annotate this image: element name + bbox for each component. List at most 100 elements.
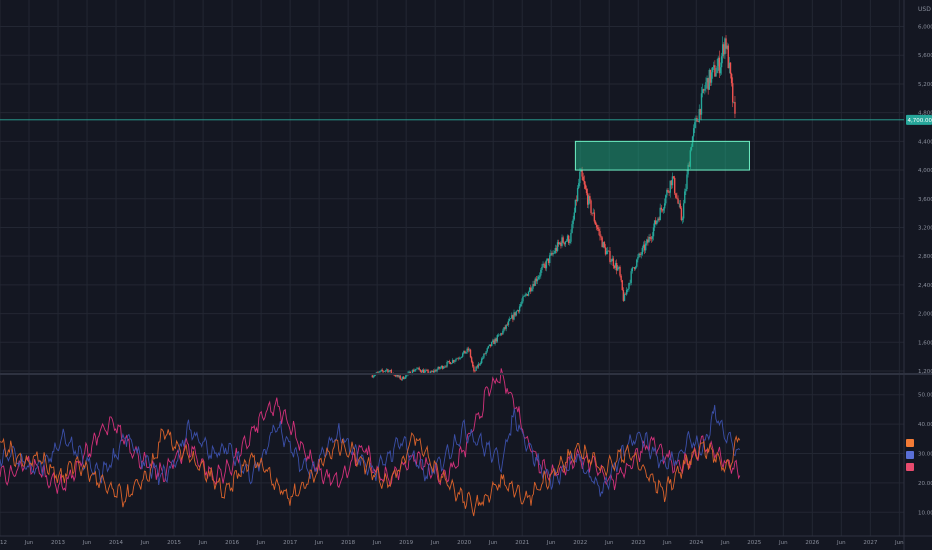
time-tick-label: Jun xyxy=(662,540,672,546)
candle-body xyxy=(659,207,661,221)
oscillator-series-purple xyxy=(0,368,741,494)
time-tick-label: 2020 xyxy=(457,540,471,546)
price-tick-label: 3,600.00 xyxy=(918,197,932,203)
candle-body xyxy=(473,366,475,371)
candle-body xyxy=(594,221,597,225)
oscillator-lines xyxy=(0,368,741,517)
time-tick-label: Jun xyxy=(198,540,208,546)
time-tick-label: Jun xyxy=(546,540,556,546)
candle-body xyxy=(585,188,588,194)
time-tick-label: 2023 xyxy=(631,540,645,546)
candle-body xyxy=(496,335,498,342)
time-tick-label: Jun xyxy=(430,540,440,546)
candle-body xyxy=(514,312,516,316)
candle-body xyxy=(427,370,429,374)
candle-body xyxy=(474,370,476,372)
candle-body xyxy=(605,251,608,255)
candle-body xyxy=(716,66,718,74)
candle-body xyxy=(475,366,477,371)
candle-body xyxy=(624,294,627,295)
candle-body xyxy=(607,250,609,252)
candle-body xyxy=(499,333,502,335)
candle-body xyxy=(397,374,399,377)
time-tick-label: Jun xyxy=(604,540,614,546)
candle-body xyxy=(535,278,538,282)
time-tick-label: Jun xyxy=(778,540,788,546)
support-zone-rectangle[interactable] xyxy=(574,140,750,171)
candle-body xyxy=(614,262,617,268)
candle-body xyxy=(580,169,582,172)
candle-body xyxy=(727,45,729,69)
candle-body xyxy=(591,212,593,214)
osc-badge-1 xyxy=(906,451,914,459)
price-tick-label: 2,800.00 xyxy=(918,254,932,260)
candle-body xyxy=(434,370,436,373)
candle-body xyxy=(453,360,455,362)
candle-body xyxy=(631,267,634,272)
candle-body xyxy=(562,237,564,243)
candle-body xyxy=(451,360,454,364)
candle-body xyxy=(540,269,542,276)
candle-body xyxy=(568,235,570,244)
time-tick-label: 2013 xyxy=(51,540,65,546)
candle-body xyxy=(718,57,721,74)
axis-badges: 4,700.00 xyxy=(906,114,932,471)
candle-body xyxy=(443,367,445,369)
candle-body xyxy=(715,73,717,77)
candle-body xyxy=(643,244,646,251)
oscillator-series-orange xyxy=(0,428,741,517)
candle-body xyxy=(532,284,534,289)
price-tick-label: 2,400.00 xyxy=(918,283,932,289)
candle-body xyxy=(674,177,676,194)
time-tick-label: Jun xyxy=(372,540,382,546)
candle-body xyxy=(626,289,628,295)
candle-body xyxy=(388,370,390,373)
price-tick-label: 4,000.00 xyxy=(918,168,932,174)
candle-body xyxy=(507,320,510,325)
candle-body xyxy=(552,253,554,255)
candle-body xyxy=(398,375,400,377)
candle-body xyxy=(430,371,433,373)
candle-body xyxy=(531,288,533,292)
candle-body xyxy=(438,366,440,369)
price-tick-label: 4,400.00 xyxy=(918,139,932,145)
candle-body xyxy=(629,282,631,284)
candle-body xyxy=(725,38,727,49)
candle-body xyxy=(412,370,415,372)
candle-body xyxy=(465,352,467,354)
candle-body xyxy=(513,312,515,320)
candle-body xyxy=(701,89,704,94)
candle-body xyxy=(377,372,379,373)
candle-body xyxy=(429,371,432,374)
candle-body xyxy=(641,247,644,255)
candle-body xyxy=(688,164,690,167)
candle-body xyxy=(627,288,629,290)
time-tick-label: Jun xyxy=(836,540,846,546)
candle-body xyxy=(547,258,550,264)
axes: USD 6,000.00 5,600.00 5,200.00 4,800.00 4,40… xyxy=(0,6,932,546)
candle-body xyxy=(668,191,670,193)
candle-body xyxy=(703,89,705,91)
candle-body xyxy=(628,283,630,289)
candle-body xyxy=(733,102,735,103)
candle-body xyxy=(618,266,620,268)
candle-body xyxy=(708,69,710,90)
candle-body xyxy=(700,93,703,115)
candle-body xyxy=(564,241,567,245)
candle-body xyxy=(589,196,591,201)
candle-body xyxy=(472,361,474,367)
candle-body xyxy=(459,357,462,359)
candle-body xyxy=(555,247,558,252)
candle-body xyxy=(621,280,623,291)
candle-body xyxy=(670,180,673,186)
candle-body xyxy=(387,369,389,373)
candle-body xyxy=(678,203,680,205)
candle-body xyxy=(516,310,519,312)
osc-badge-2 xyxy=(906,463,914,471)
candle-body xyxy=(647,239,649,243)
candle-body xyxy=(542,263,544,267)
candle-body xyxy=(448,361,451,363)
candle-body xyxy=(504,327,506,329)
candle-body xyxy=(456,358,458,360)
